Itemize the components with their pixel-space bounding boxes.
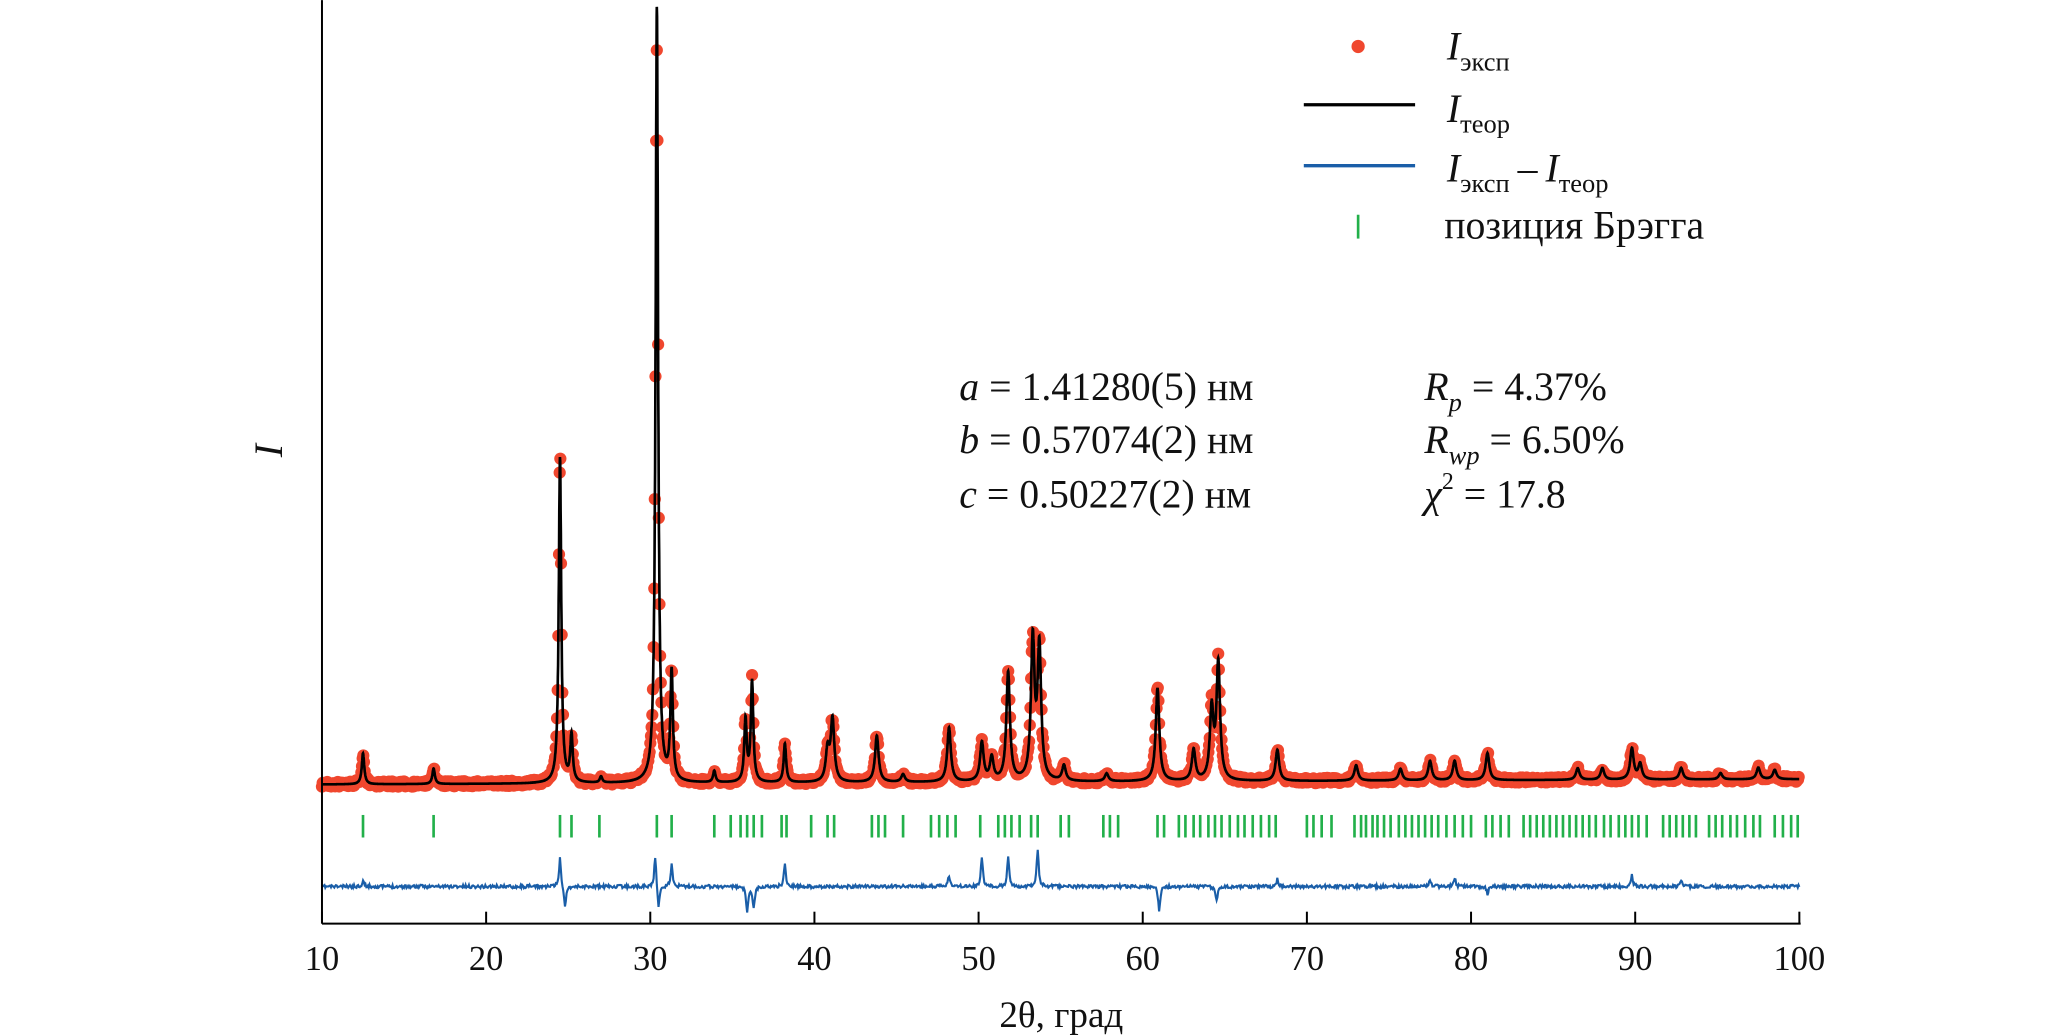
observed-point: [1792, 770, 1805, 784]
x-tick-label: 60: [1126, 940, 1160, 978]
stat-rp: Rp = 4.37%: [1423, 365, 1607, 417]
difference-series: [321, 849, 1801, 913]
x-tick-label: 40: [797, 940, 831, 978]
bragg-positions: [361, 814, 1800, 838]
x-tick-label: 90: [1618, 940, 1652, 978]
y-axis-label: I: [247, 442, 291, 458]
x-tick-label: 100: [1774, 940, 1826, 978]
param-c: c = 0.50227(2) нм: [959, 473, 1251, 517]
plot-area: [315, 6, 1805, 913]
param-a: a = 1.41280(5) нм: [959, 365, 1253, 409]
x-ticks: 10 20 30 40 50 60 70 80 90 100: [305, 911, 1826, 978]
legend-observed: Iэксп: [1446, 25, 1510, 77]
x-axis-label: 2θ, град: [999, 995, 1123, 1035]
legend-bragg: позиция Брэгга: [1444, 204, 1704, 248]
x-tick-label: 20: [469, 940, 503, 978]
cell-parameters: a = 1.41280(5) нм b = 0.57074(2) нм c = …: [959, 365, 1253, 516]
x-tick-label: 50: [961, 940, 995, 978]
x-tick-label: 10: [305, 940, 339, 978]
x-tick-label: 80: [1454, 940, 1488, 978]
legend-difference: Iэксп – Iтеор: [1446, 147, 1609, 199]
legend-calculated: Iтеор: [1446, 87, 1510, 139]
observed-point: [745, 668, 759, 682]
legend-observed-marker: [1351, 39, 1365, 54]
stat-chi2: χ2 = 17.8: [1420, 469, 1565, 517]
fit-statistics: Rp = 4.37% Rwp = 6.50% χ2 = 17.8: [1420, 365, 1624, 516]
x-tick-label: 30: [633, 940, 667, 978]
x-tick-label: 70: [1290, 940, 1324, 978]
param-b: b = 0.57074(2) нм: [959, 418, 1253, 462]
legend: Iэксп Iтеор Iэксп – Iтеор позиция Брэгга: [1303, 25, 1704, 248]
stat-rwp: Rwp = 6.50%: [1423, 418, 1624, 470]
